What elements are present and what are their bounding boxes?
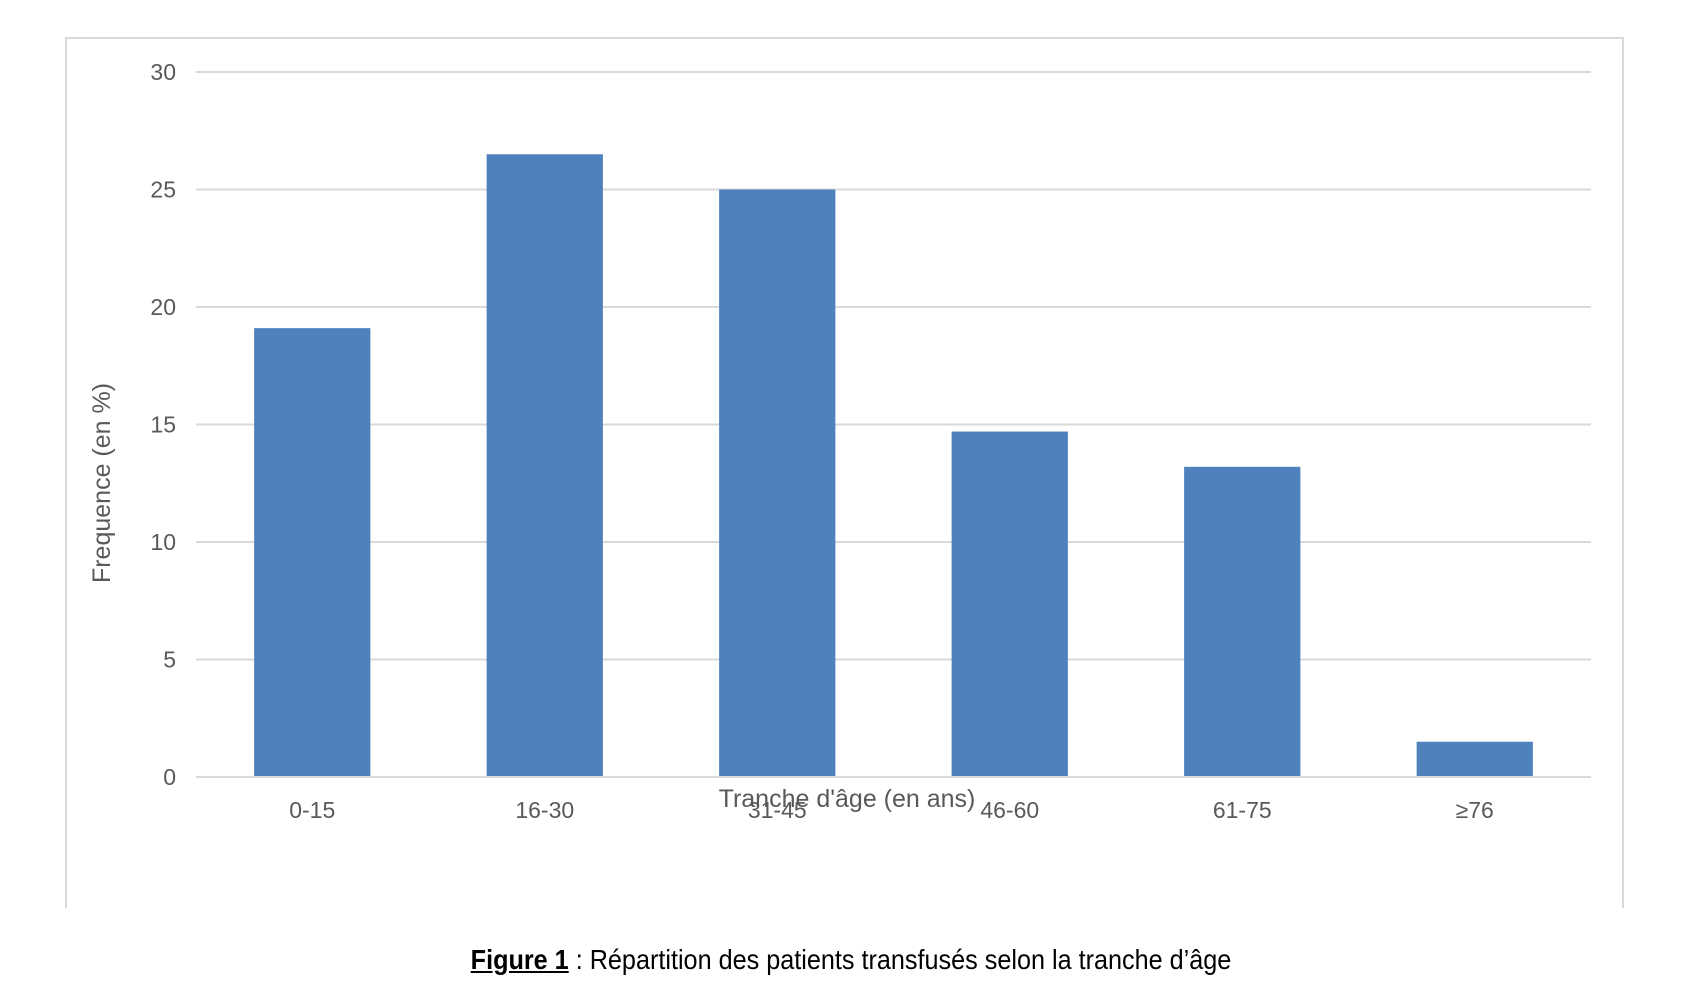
y-tick-label: 0 xyxy=(163,764,176,790)
x-axis-ticks: 0-15 16-30 31-45 46-60 61-75 ≥76 xyxy=(289,797,1494,823)
y-tick-label: 10 xyxy=(150,529,176,555)
figure-caption: Figure 1 : Répartition des patients tran… xyxy=(85,944,1617,976)
x-tick-label: 31-45 xyxy=(748,797,807,823)
bar-31-45 xyxy=(719,189,836,777)
x-tick-label: 61-75 xyxy=(1213,797,1272,823)
bar-61-75 xyxy=(1184,466,1301,777)
x-axis-title: Tranche d'âge (en ans) xyxy=(719,785,976,813)
bar-16-30 xyxy=(486,154,603,777)
y-tick-label: 30 xyxy=(150,59,176,85)
figure-caption-text: : Répartition des patients transfusés se… xyxy=(568,944,1232,975)
x-tick-label: 0-15 xyxy=(289,797,335,823)
y-tick-label: 25 xyxy=(150,177,176,203)
y-axis-title: Frequence (en %) xyxy=(88,383,116,583)
x-tick-label: 46-60 xyxy=(980,797,1039,823)
y-tick-label: 15 xyxy=(150,412,176,438)
bar-46-60 xyxy=(951,431,1068,777)
y-tick-label: 20 xyxy=(150,294,176,320)
chart-panel-border xyxy=(65,37,1624,908)
x-tick-label: 16-30 xyxy=(515,797,574,823)
bar-≥76 xyxy=(1416,741,1533,777)
y-axis-ticks: 0 5 10 15 20 25 30 xyxy=(150,59,176,790)
y-tick-label: 5 xyxy=(163,647,176,673)
x-tick-label: ≥76 xyxy=(1456,797,1494,823)
figure-caption-label: Figure 1 xyxy=(470,944,569,975)
bars xyxy=(254,154,1533,777)
gridlines xyxy=(196,71,1591,661)
bar-0-15 xyxy=(254,328,371,777)
